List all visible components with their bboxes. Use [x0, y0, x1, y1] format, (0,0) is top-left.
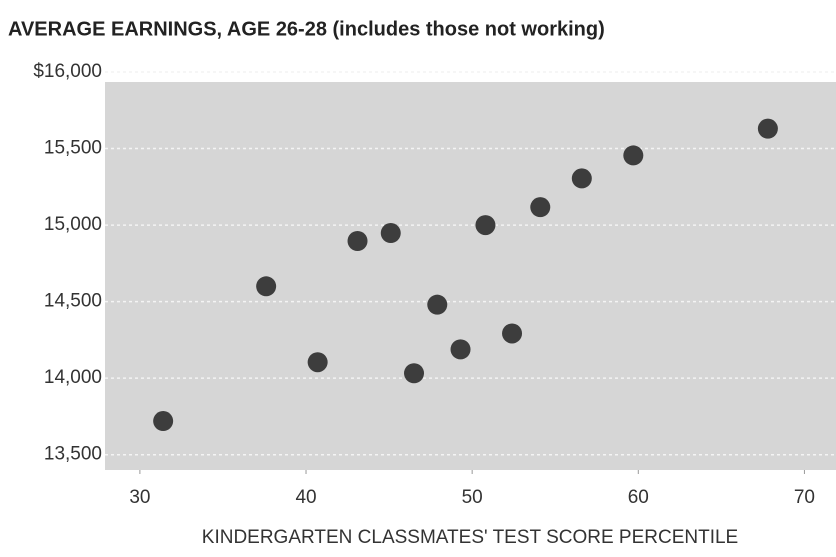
point: [380, 223, 401, 244]
y-tick-label: 14,000: [44, 367, 102, 388]
point: [475, 215, 496, 236]
y-tick-label: 14,500: [44, 291, 102, 312]
point: [623, 145, 644, 166]
point: [571, 168, 592, 189]
point: [427, 294, 448, 315]
x-axis-label: KINDERGARTEN CLASSMATES' TEST SCORE PERC…: [202, 527, 738, 548]
plot-area: [105, 82, 836, 470]
point: [502, 323, 523, 344]
y-tick-label: 15,500: [44, 138, 102, 159]
x-tick-label: 40: [295, 487, 316, 508]
y-tick-label: 15,000: [44, 214, 102, 235]
x-tick-label: 70: [794, 487, 815, 508]
chart-title: AVERAGE EARNINGS, AGE 26-28 (includes th…: [8, 18, 605, 40]
point: [256, 276, 277, 297]
point: [307, 352, 328, 373]
point: [347, 230, 368, 251]
y-tick-label: 13,500: [44, 444, 102, 465]
point: [404, 363, 425, 384]
point: [757, 118, 778, 139]
point: [450, 339, 471, 360]
x-tick-label: 30: [129, 487, 150, 508]
y-tick-label: $16,000: [33, 61, 102, 82]
x-tick-label: 60: [628, 487, 649, 508]
x-tick-label: 50: [462, 487, 483, 508]
point: [530, 197, 551, 218]
point: [153, 411, 174, 432]
